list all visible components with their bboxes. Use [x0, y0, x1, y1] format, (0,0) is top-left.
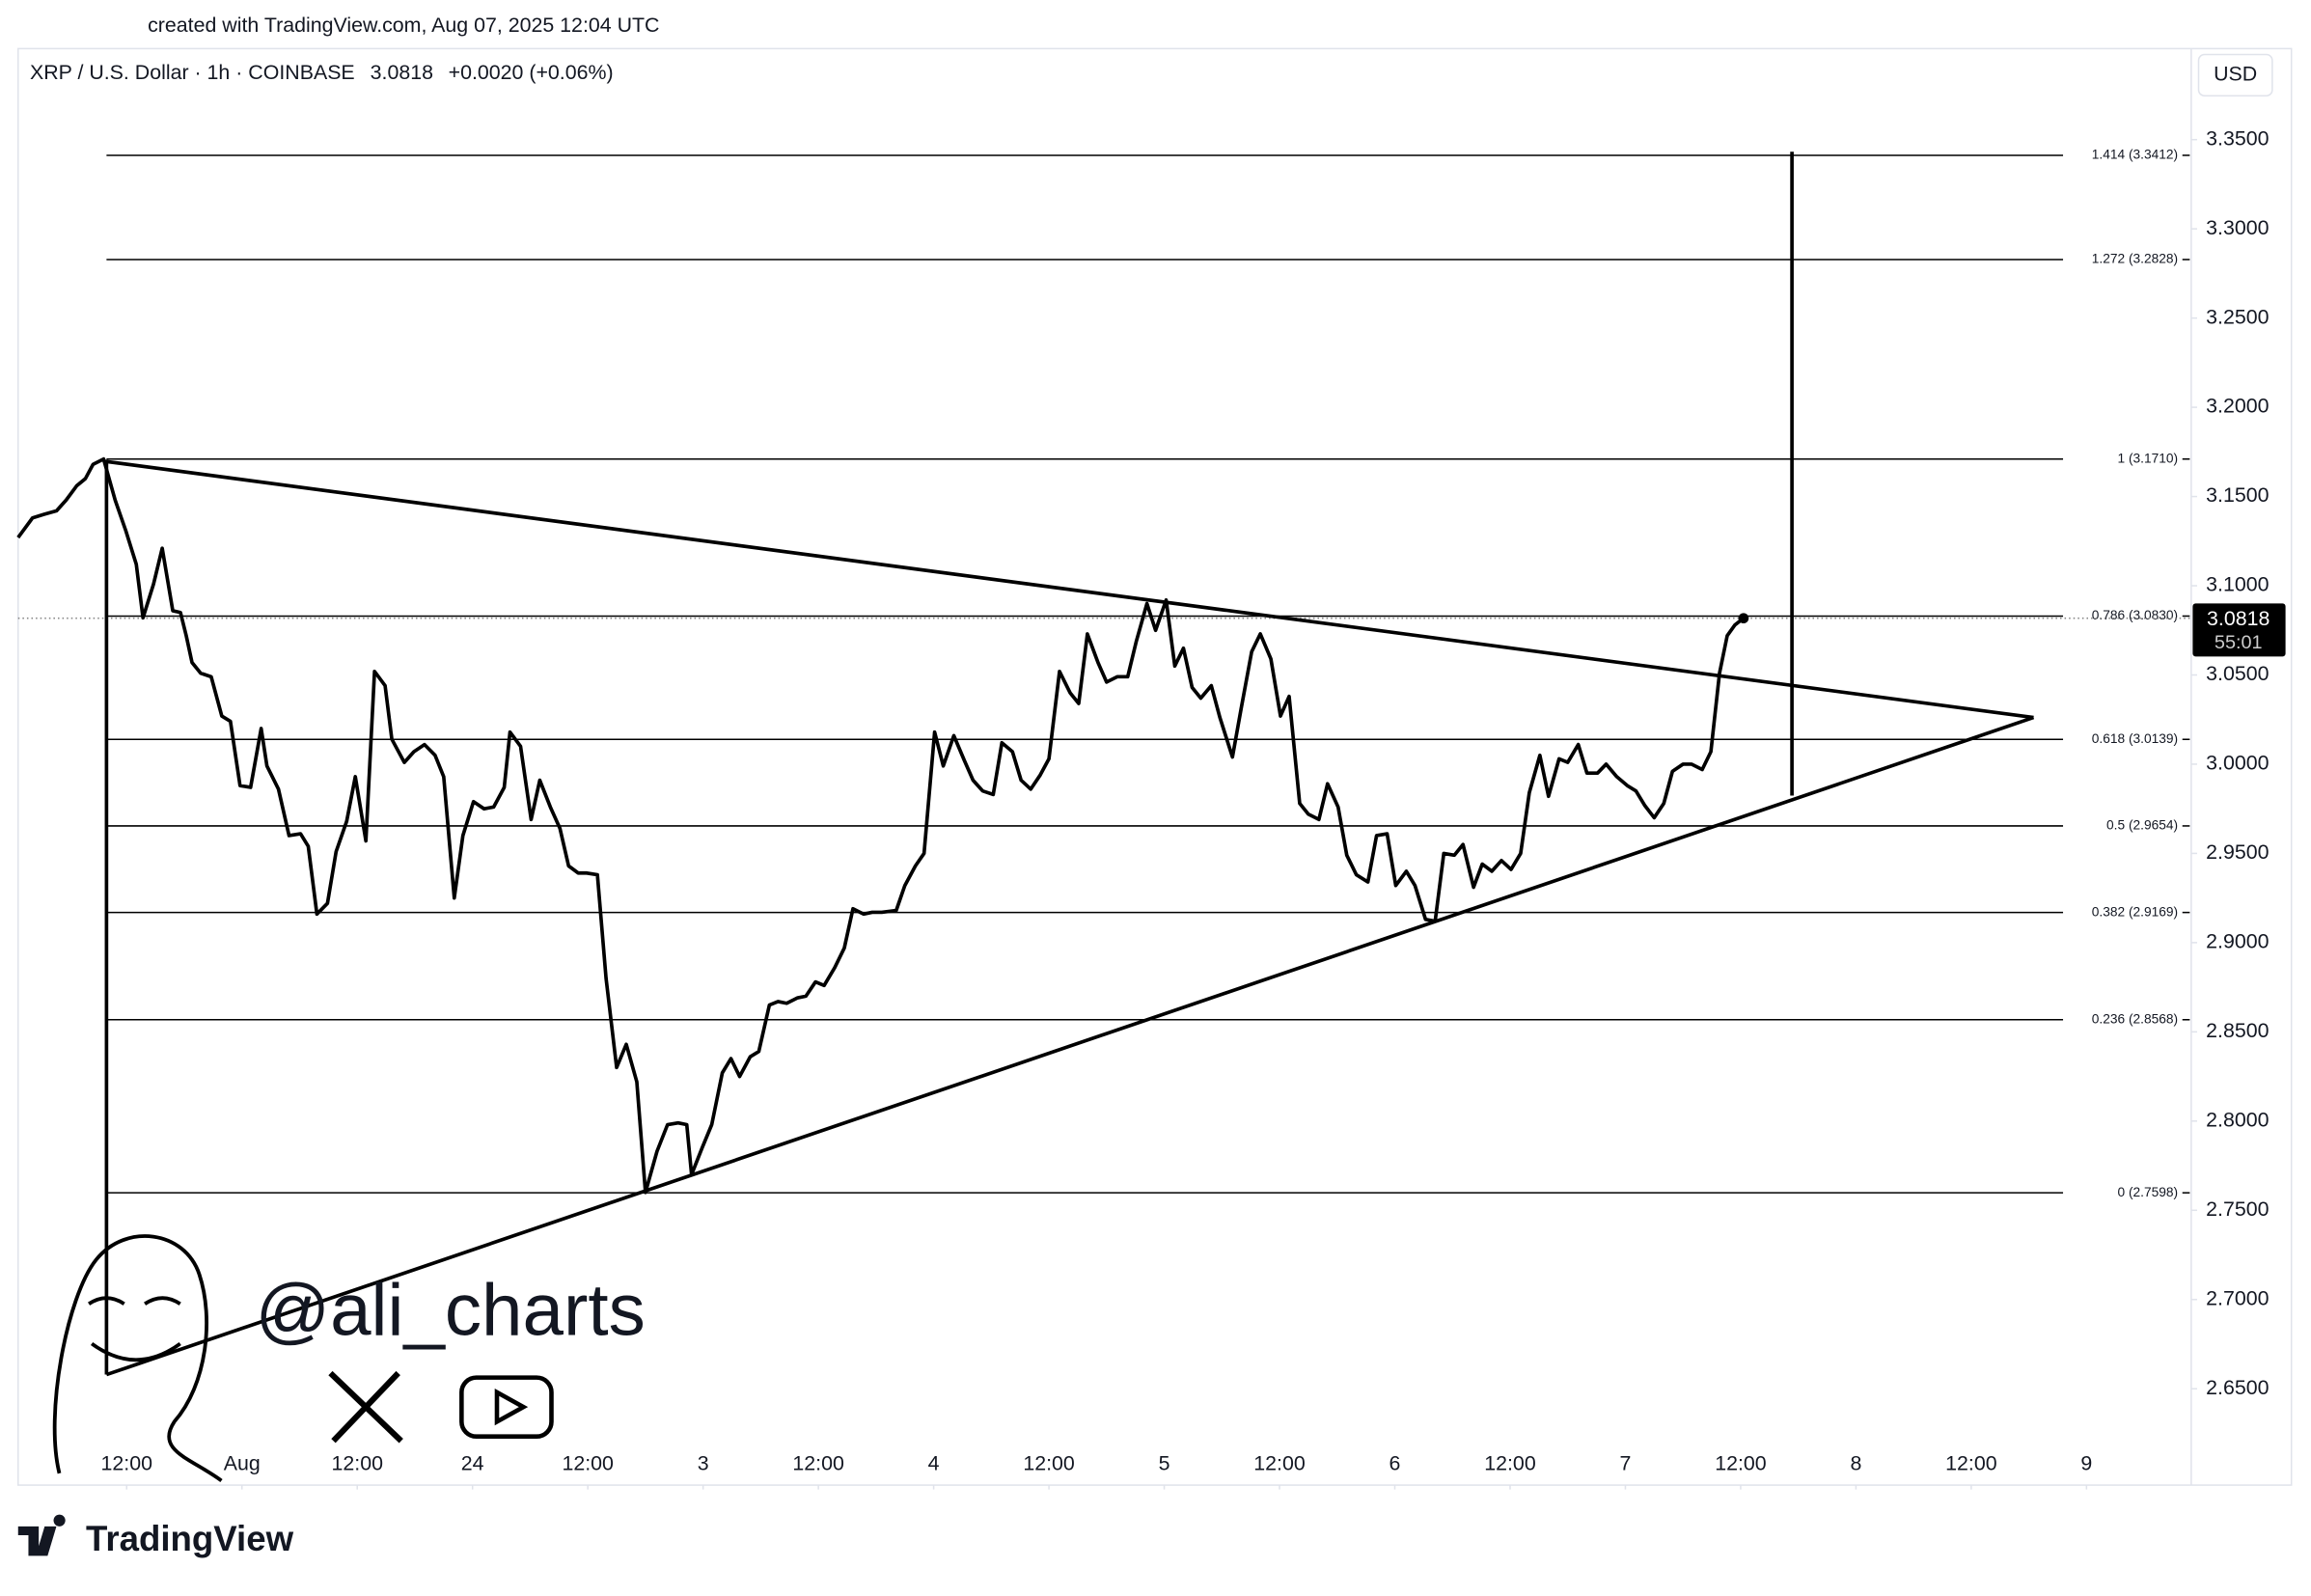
trend-line: [105, 715, 2035, 1377]
x-tick-label: 5: [1159, 1451, 1170, 1474]
x-tick-label: 12:00: [331, 1451, 383, 1474]
fib-label: 0.5 (2.9654): [2106, 818, 2178, 833]
y-tick-label: 3.0000: [2206, 752, 2269, 775]
x-tick-label: 4: [928, 1451, 940, 1474]
watermark: @ali_charts: [256, 1270, 646, 1352]
plot: 2.6500 2.7000 2.7500 2.8000 2.8500 2.9000 2.95…: [16, 48, 2286, 1490]
countdown: 55:01: [2215, 632, 2263, 653]
youtube-play: [494, 1388, 529, 1426]
x-tick-label: 9: [2080, 1451, 2092, 1474]
credit: created with TradingView.com, Aug 07, 20…: [148, 14, 659, 37]
trend-line: [103, 459, 2034, 720]
fib-label: 1.272 (3.2828): [2092, 252, 2178, 266]
x-tick-label: 12:00: [1023, 1451, 1075, 1474]
y-tick-label: 2.8500: [2206, 1019, 2269, 1042]
y-tick-label: 2.7000: [2206, 1286, 2269, 1309]
x-tick-label: 12:00: [1484, 1451, 1536, 1474]
x-tick-label: 12:00: [1945, 1451, 1997, 1474]
price-label: 3.0818: [2207, 607, 2270, 630]
price-label-box: [2192, 603, 2286, 657]
y-tick-label: 2.9500: [2206, 840, 2269, 864]
drawings: [103, 151, 2035, 1377]
fib-label: 0.618 (3.0139): [2092, 731, 2178, 746]
price-change: +0.0020 (+0.06%): [449, 61, 614, 84]
footer-logo: TradingView: [86, 1519, 294, 1558]
x-tick-label: 24: [461, 1451, 484, 1474]
y-tick-label: 2.6500: [2206, 1376, 2269, 1399]
x-tick-label: 7: [1620, 1451, 1632, 1474]
x-tick-label: Aug: [224, 1451, 261, 1474]
fib-label: 0 (2.7598): [2118, 1185, 2179, 1199]
last-price: 3.0818: [371, 61, 433, 84]
chart-frame: [17, 47, 2293, 1486]
avatar-face: [88, 1296, 181, 1362]
y-tick-label: 3.2500: [2206, 305, 2269, 328]
y-tick-label: 3.1500: [2206, 483, 2269, 507]
fib-label: 0.786 (3.0830): [2092, 608, 2178, 622]
y-tick-label: 3.3000: [2206, 216, 2269, 239]
x-tick-label: 6: [1389, 1451, 1401, 1474]
y-tick-label: 2.7500: [2206, 1197, 2269, 1221]
fib-label: 1 (3.1710): [2118, 451, 2179, 465]
x-tick-label: 12:00: [101, 1451, 153, 1474]
currency-button[interactable]: [2197, 53, 2273, 97]
tv-logo-icon: [17, 1514, 66, 1556]
youtube-icon[interactable]: [459, 1375, 554, 1439]
fib-label: 0.382 (2.9169): [2092, 904, 2178, 919]
avatar: [52, 1234, 223, 1483]
fib-label: 1.414 (3.3412): [2092, 148, 2178, 162]
y-tick-label: 2.8000: [2206, 1108, 2269, 1131]
y-tick-label: 3.1000: [2206, 573, 2269, 596]
last-point: [1738, 613, 1749, 624]
branding: @ali_charts TradingView: [17, 1234, 646, 1558]
x-tick-label: 8: [1850, 1451, 1861, 1474]
fib-label: 0.236 (2.8568): [2092, 1011, 2178, 1026]
x-tick-label: 12:00: [562, 1451, 614, 1474]
y-tick-label: 2.9000: [2206, 930, 2269, 953]
price-line-series: [16, 456, 1746, 1195]
x-icon[interactable]: [328, 1370, 403, 1444]
x-tick-label: 3: [698, 1451, 709, 1474]
y-tick-label: 3.3500: [2206, 126, 2269, 150]
symbol-title: XRP / U.S. Dollar · 1h · COINBASE: [30, 61, 355, 84]
y-tick-label: 3.2000: [2206, 395, 2269, 418]
x-tick-label: 12:00: [792, 1451, 844, 1474]
x-tick-label: 12:00: [1715, 1451, 1767, 1474]
currency[interactable]: USD: [2214, 63, 2257, 86]
y-tick-label: 3.0500: [2206, 662, 2269, 685]
x-tick-label: 12:00: [1253, 1451, 1306, 1474]
